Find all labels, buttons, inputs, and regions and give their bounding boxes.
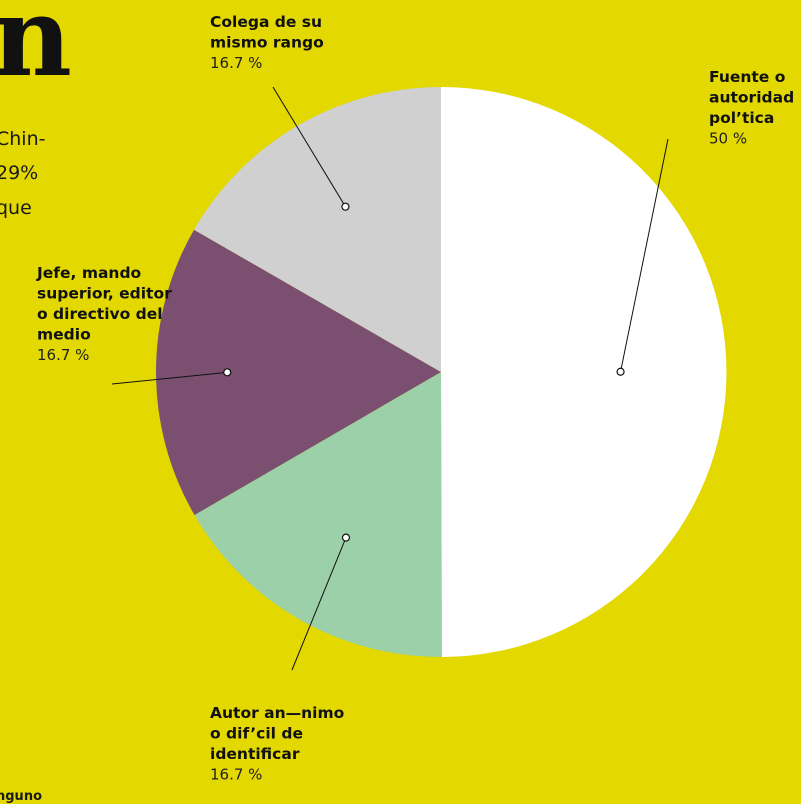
leader-line-3	[111, 371, 228, 385]
slice-label-1: Fuente o autoridad pol’tica 50 %	[709, 68, 794, 148]
leader-dot-3	[223, 368, 232, 377]
partial-body-text-line-3: que	[0, 197, 32, 219]
slice-percent: 16.7 %	[210, 766, 262, 784]
leader-dot-1	[616, 367, 625, 376]
partial-body-text-line-2: 29%	[0, 162, 39, 184]
slice-label-line: Autor an—nimo	[210, 704, 344, 722]
slice-label-line: identificar	[210, 745, 300, 763]
slice-percent: 16.7 %	[210, 54, 262, 72]
slice-percent: 50 %	[709, 130, 747, 148]
partial-bottom-text: nguno	[0, 789, 43, 804]
slice-label-line: o dif’cil de	[210, 725, 303, 743]
leader-line-1	[620, 138, 669, 372]
leader-lines	[111, 86, 669, 671]
leader-line-4	[272, 86, 346, 207]
slice-label-line: mismo rango	[210, 34, 324, 52]
slice-percent: 16.7 %	[37, 346, 89, 364]
slice-label-4: Colega de su mismo rango 16.7 %	[210, 13, 324, 72]
slice-label-line: pol’tica	[709, 109, 774, 127]
leader-dot-2	[341, 533, 351, 542]
slice-label-line: Jefe, mando	[36, 264, 141, 282]
pie-slice-1	[441, 86, 727, 658]
pie-slice-4	[194, 87, 441, 372]
leader-line-2	[291, 537, 347, 671]
slice-label-line: o directivo del	[37, 305, 163, 323]
slice-labels: Fuente o autoridad pol’tica 50 % Autor an—ni…	[36, 13, 794, 784]
slice-label-2: Autor an—nimo o dif’cil de identificar 16.7…	[210, 704, 344, 784]
pie-slices	[155, 86, 727, 658]
leader-dot-4	[341, 202, 350, 211]
slice-label-line: Fuente o	[709, 68, 785, 86]
pie-slice-2	[194, 372, 442, 658]
partial-heading-letter: n	[0, 0, 72, 101]
pie-slice-3	[155, 229, 442, 516]
slice-label-line: superior, editor	[37, 285, 172, 303]
slice-label-3: Jefe, mando superior, editor o directivo d…	[36, 264, 172, 364]
slice-label-line: Colega de su	[210, 13, 322, 31]
slice-label-line: autoridad	[709, 89, 794, 107]
partial-body-text-line-1: Chin-	[0, 128, 46, 150]
slice-label-line: medio	[37, 326, 91, 344]
